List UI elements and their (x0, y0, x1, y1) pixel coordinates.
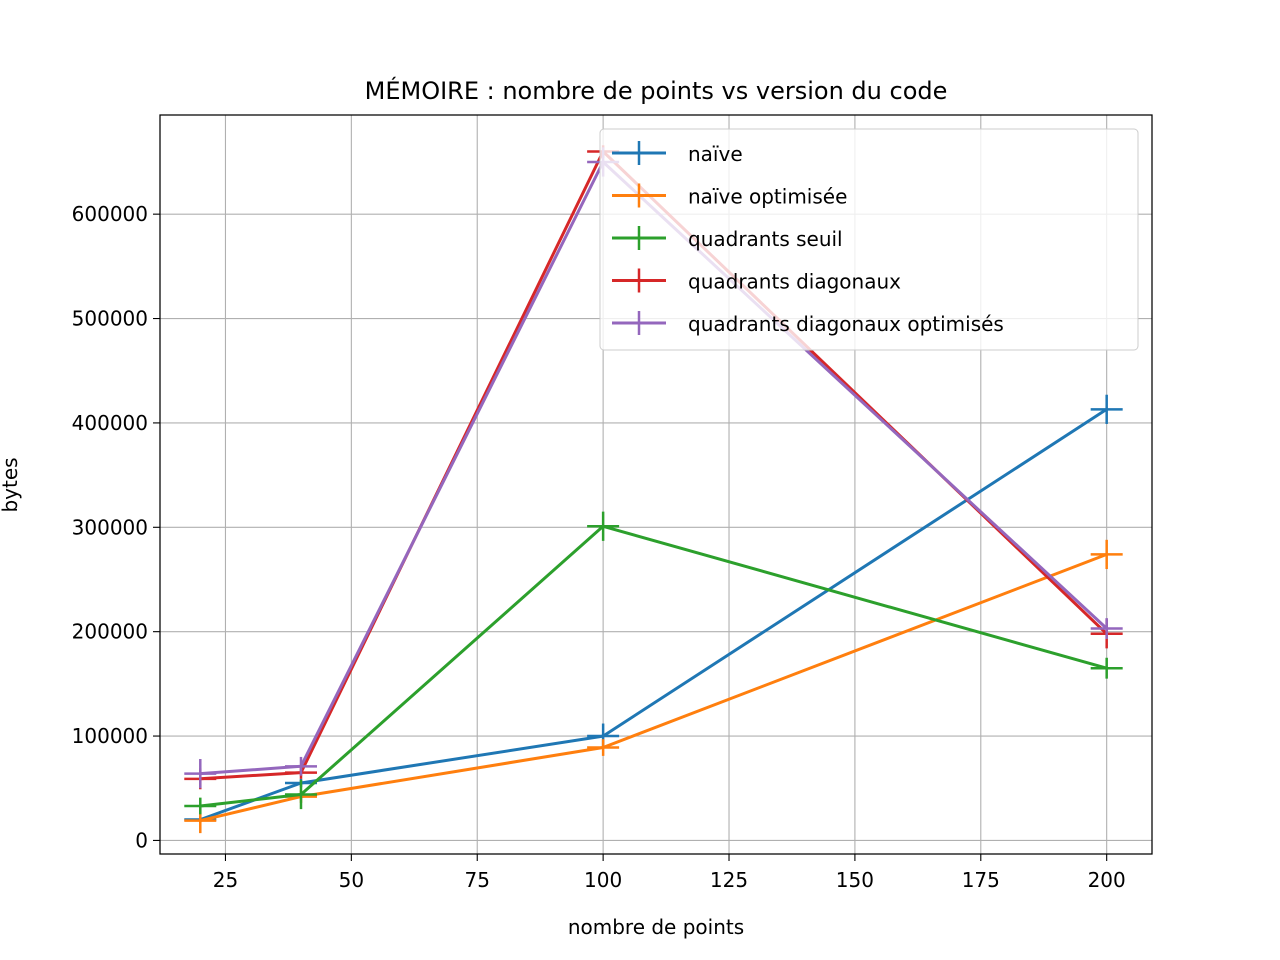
legend-item: naïve (612, 141, 743, 166)
x-tick-label: 125 (710, 868, 748, 892)
x-axis-ticks: 25 50 75 100 125 150 175 200 (213, 854, 1126, 892)
legend-label: naïve (688, 142, 743, 166)
series-line (199, 552, 1108, 823)
legend-item: quadrants seuil (612, 226, 843, 251)
legend-label: quadrants diagonaux optimisés (688, 312, 1004, 336)
y-tick-label: 300000 (72, 515, 148, 539)
legend-item: quadrants diagonaux (612, 268, 901, 294)
chart-title: MÉMOIRE : nombre de points vs version du… (365, 76, 948, 105)
legend-box (599, 128, 1139, 351)
x-tick-label: 50 (339, 868, 364, 892)
y-tick-label: 600000 (72, 202, 148, 226)
y-tick-label: 0 (135, 828, 148, 852)
y-axis-ticks: 0 100000 200000 300000 400000 500000 600000 (72, 202, 160, 852)
y-tick-label: 400000 (72, 411, 148, 435)
series-line (200, 524, 1108, 808)
legend-label: quadrants seuil (688, 227, 843, 251)
x-tick-label: 200 (1088, 868, 1126, 892)
y-axis-label: bytes (0, 457, 22, 512)
x-tick-label: 75 (465, 868, 490, 892)
series-3 (184, 511, 1123, 815)
legend-label: quadrants diagonaux (688, 270, 901, 294)
x-tick-label: 100 (584, 868, 622, 892)
legend-label: naïve optimisée (688, 185, 847, 209)
y-tick-label: 500000 (72, 307, 148, 331)
x-tick-label: 175 (962, 868, 1000, 892)
series-layer (184, 145, 1123, 834)
series-line (200, 160, 1108, 776)
y-tick-label: 100000 (72, 724, 148, 748)
x-tick-label: 25 (213, 868, 238, 892)
legend-item: quadrants diagonaux optimisés (612, 311, 1004, 336)
legend-item: naïve optimisée (612, 183, 847, 209)
y-tick-label: 200000 (72, 620, 148, 644)
plot-frame (159, 114, 1153, 855)
legend-items: naïve naïve optimisée quadrants seuil quadr… (612, 141, 1004, 336)
x-axis-label: nombre de points (568, 915, 744, 939)
legend: naïve naïve optimisée quadrants seuil quadr… (599, 128, 1139, 351)
x-tick-label: 150 (836, 868, 874, 892)
